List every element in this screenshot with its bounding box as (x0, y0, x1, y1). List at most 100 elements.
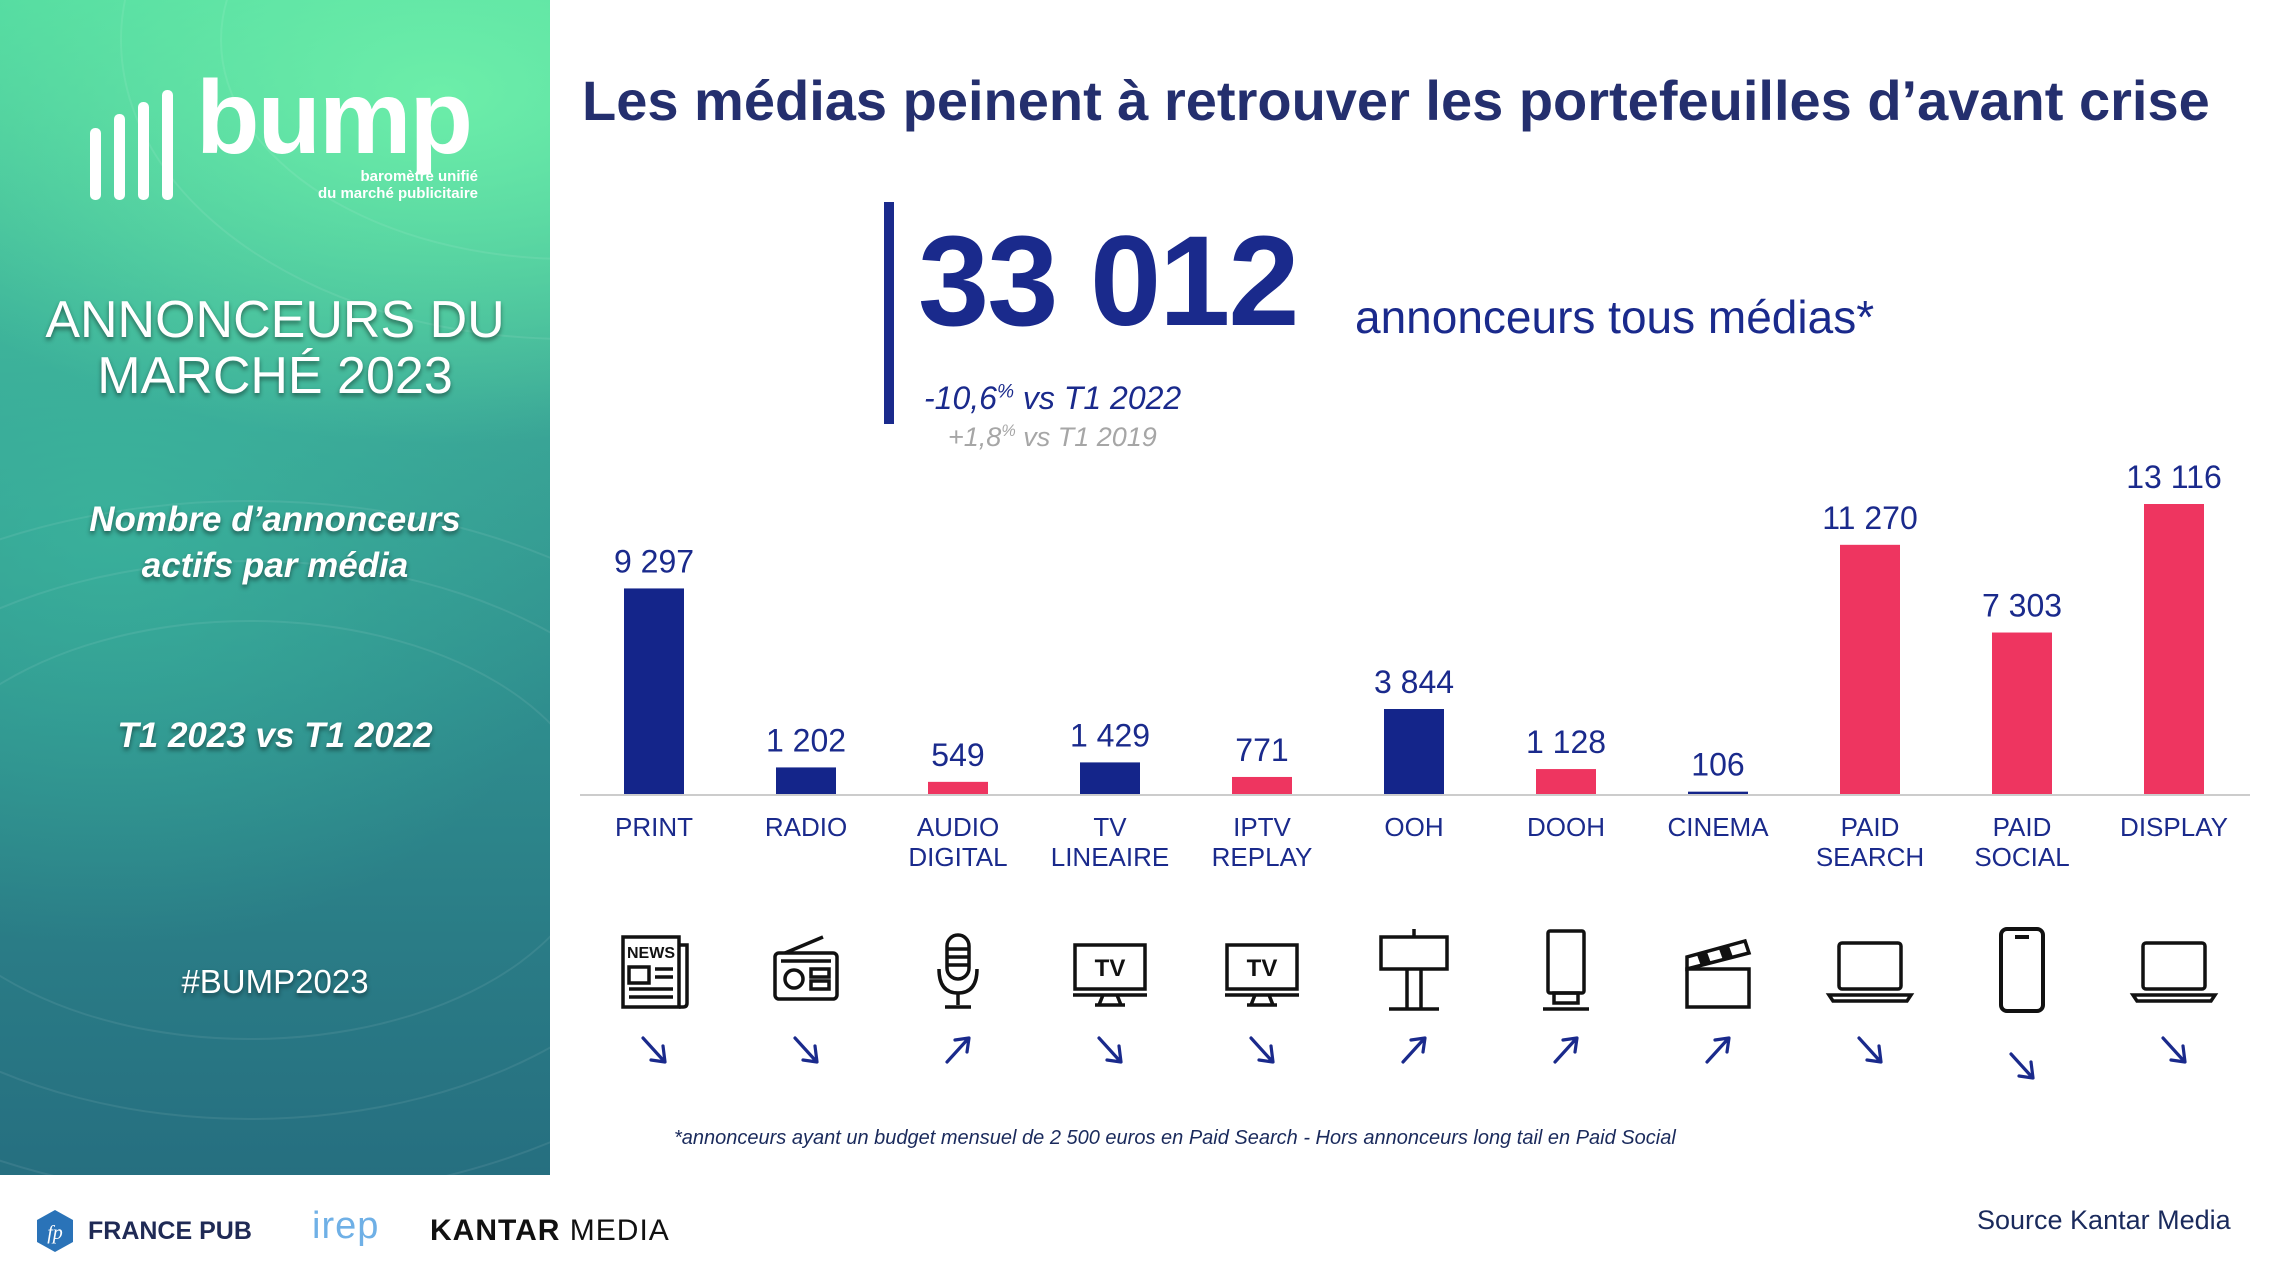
bar (776, 767, 836, 794)
kpi-var2-number: +1,8 (948, 422, 1002, 452)
kpi-variation-vs-2019: +1,8% vs T1 2019 (948, 422, 1157, 453)
kpi-var1-number: -10,6 (924, 380, 997, 416)
logo-wordmark: bump (196, 60, 473, 176)
newspaper-icon: NEWS (621, 935, 689, 1009)
bar (1232, 776, 1292, 794)
trend-down-arrow-icon (2009, 1052, 2035, 1080)
kpi-var2-text: vs T1 2019 (1015, 422, 1157, 452)
kpi-label: annonceurs tous médias* (1355, 291, 1875, 343)
decorative-swirl (0, 560, 550, 1120)
data-label: 13 116 (2126, 459, 2222, 495)
microphone-icon (937, 933, 979, 1009)
data-label: 1 202 (766, 722, 846, 758)
category-label: DIGITAL (908, 842, 1007, 872)
trend-up-arrow-icon (1401, 1036, 1427, 1064)
data-label: 771 (1235, 732, 1288, 768)
data-label: 7 303 (1982, 588, 2062, 624)
tv-icon: TV (1073, 943, 1147, 1007)
tv-icon: TV (1225, 943, 1299, 1007)
bump-logo: bump baromètre unifié du marché publicit… (88, 66, 478, 214)
trend-down-arrow-icon (1097, 1036, 1123, 1064)
sidebar-period: T1 2023 vs T1 2022 (117, 716, 433, 755)
logo-tagline-1: baromètre unifié (360, 168, 478, 185)
sidebar-subtitle-line-1: Nombre d’annonceurs (89, 500, 461, 539)
data-label: 9 297 (614, 543, 694, 579)
source-label: Source Kantar Media (1977, 1205, 2231, 1235)
trend-up-arrow-icon (945, 1036, 971, 1064)
data-label: 3 844 (1374, 664, 1454, 700)
trend-down-arrow-icon (2161, 1036, 2187, 1064)
category-label: OOH (1384, 812, 1443, 842)
bar (1992, 632, 2052, 794)
kpi-var2-percent: % (1001, 422, 1016, 440)
sidebar-subtitle-line-2: actifs par média (141, 546, 409, 585)
logo-bars-icon (90, 90, 173, 200)
trend-down-arrow-icon (1857, 1036, 1883, 1064)
kpi-value: 33 012 (918, 210, 1299, 353)
category-label: TV (1093, 812, 1127, 842)
bar (1688, 791, 1748, 794)
category-label: PAID (1993, 812, 2052, 842)
logo-tagline-2: du marché publicitaire (317, 185, 478, 202)
france-pub-logo: FRANCE PUB (88, 1217, 252, 1245)
kantar-logo-bold: KANTAR (430, 1214, 561, 1247)
category-label: SEARCH (1816, 842, 1924, 872)
kantar-media-logo: KANTAR MEDIA (430, 1214, 670, 1248)
trend-up-arrow-icon (1553, 1036, 1579, 1064)
france-pub-mark: fp (47, 1222, 63, 1244)
data-label: 106 (1691, 747, 1744, 783)
sidebar-title-line-2: MARCHÉ 2023 (97, 347, 453, 405)
digital-billboard-icon (1543, 929, 1589, 1011)
category-label: CINEMA (1667, 812, 1769, 842)
sidebar: bump baromètre unifié du marché publicit… (0, 0, 550, 1175)
radio-icon (773, 935, 839, 1001)
category-label: IPTV (1233, 812, 1291, 842)
bar (1536, 769, 1596, 794)
data-label: 549 (931, 737, 984, 773)
smartphone-icon (1999, 927, 2045, 1013)
bar (928, 781, 988, 794)
irep-logo: irep (312, 1205, 380, 1247)
data-label: 11 270 (1822, 500, 1918, 536)
footnote: *annonceurs ayant un budget mensuel de 2… (674, 1127, 1676, 1149)
kpi-variation-vs-2022: -10,6% vs T1 2022 (924, 380, 1181, 417)
laptop-icon (2129, 941, 2219, 1003)
category-label: LINEAIRE (1051, 842, 1170, 872)
kantar-logo-light: MEDIA (560, 1214, 670, 1247)
category-label: DISPLAY (2120, 812, 2228, 842)
bar (1384, 709, 1444, 794)
category-label: RADIO (765, 812, 847, 842)
bar (1840, 544, 1900, 794)
category-label: SOCIAL (1974, 842, 2069, 872)
category-label: PAID (1841, 812, 1900, 842)
bar (1080, 762, 1140, 794)
svg-text:TV: TV (1095, 955, 1126, 982)
clapperboard-icon (1685, 938, 1752, 1009)
trend-down-arrow-icon (793, 1036, 819, 1064)
category-label: AUDIO (917, 812, 999, 842)
data-label: 1 128 (1526, 724, 1606, 760)
sidebar-hashtag: #BUMP2023 (181, 963, 369, 1000)
kpi-accent-bar (884, 202, 894, 424)
svg-text:TV: TV (1247, 955, 1278, 982)
trend-down-arrow-icon (641, 1036, 667, 1064)
bar (624, 588, 684, 794)
france-pub-logo-icon: fp (37, 1210, 73, 1252)
category-label: REPLAY (1212, 842, 1313, 872)
sidebar-title-line-1: ANNONCEURS DU (45, 291, 505, 349)
laptop-icon (1825, 941, 1915, 1003)
decorative-swirl (0, 620, 550, 1040)
decorative-swirl (0, 500, 550, 1175)
page-title: Les médias peinent à retrouver les porte… (582, 69, 2210, 132)
svg-text:NEWS: NEWS (627, 945, 675, 962)
trend-down-arrow-icon (1249, 1036, 1275, 1064)
bar (2144, 504, 2204, 794)
kpi-var1-text: vs T1 2022 (1014, 380, 1182, 416)
category-label: DOOH (1527, 812, 1605, 842)
billboard-icon (1379, 929, 1449, 1011)
trend-up-arrow-icon (1705, 1036, 1731, 1064)
kpi-var1-percent: % (996, 381, 1014, 403)
category-label: PRINT (615, 812, 693, 842)
data-label: 1 429 (1070, 717, 1150, 753)
